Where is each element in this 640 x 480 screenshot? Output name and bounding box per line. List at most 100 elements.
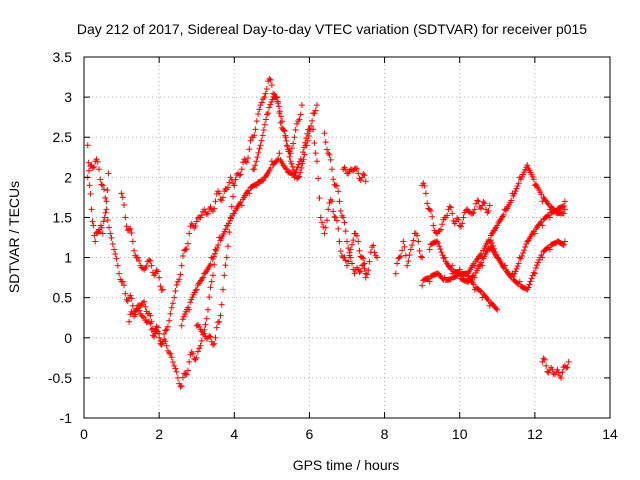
- data-point: [253, 158, 260, 165]
- data-point: [460, 214, 467, 221]
- data-point: [360, 171, 367, 178]
- data-point: [98, 224, 105, 231]
- data-point: [415, 238, 422, 245]
- data-point: [184, 240, 191, 247]
- data-point: [299, 160, 306, 167]
- data-point: [342, 166, 349, 173]
- data-point: [178, 262, 185, 269]
- data-point: [539, 222, 546, 229]
- data-point: [203, 211, 210, 218]
- data-point: [366, 258, 373, 265]
- data-point: [283, 142, 290, 149]
- data-point: [517, 255, 524, 262]
- data-point: [251, 132, 258, 139]
- data-point: [528, 275, 535, 282]
- data-point: [513, 185, 520, 192]
- data-point: [470, 209, 477, 216]
- data-point: [532, 264, 539, 271]
- data-point: [262, 90, 269, 97]
- data-point: [201, 206, 208, 213]
- data-point: [485, 208, 492, 215]
- data-point: [90, 222, 97, 229]
- data-point: [535, 259, 542, 266]
- data-point: [310, 126, 317, 133]
- data-point: [204, 306, 211, 313]
- data-point: [141, 298, 148, 305]
- data-point: [193, 354, 200, 361]
- data-point: [361, 172, 368, 179]
- data-point: [126, 226, 133, 233]
- data-point: [220, 286, 227, 293]
- data-point: [422, 190, 429, 197]
- data-point: [178, 322, 185, 329]
- data-point: [101, 214, 108, 221]
- data-point: [209, 341, 216, 348]
- data-point: [481, 200, 488, 207]
- series-sat-b: [84, 142, 112, 245]
- data-point: [177, 271, 184, 278]
- series-sat-d: [126, 75, 305, 347]
- data-point: [419, 254, 426, 261]
- data-point: [156, 330, 163, 337]
- data-point: [414, 232, 421, 239]
- data-point: [211, 340, 218, 347]
- data-point: [277, 113, 284, 120]
- data-point: [364, 271, 371, 278]
- data-point: [322, 139, 329, 146]
- data-point: [563, 364, 570, 371]
- data-point: [336, 238, 343, 245]
- data-point: [147, 312, 154, 319]
- data-point: [230, 193, 237, 200]
- data-point: [131, 247, 138, 254]
- data-point: [282, 132, 289, 139]
- data-point: [207, 284, 214, 291]
- data-point: [518, 252, 525, 259]
- data-point: [436, 227, 443, 234]
- data-point: [295, 161, 302, 168]
- x-tick-label: 6: [306, 426, 314, 442]
- data-point: [208, 278, 215, 285]
- data-point: [210, 253, 217, 260]
- data-point: [480, 198, 487, 205]
- data-point: [280, 126, 287, 133]
- data-point: [362, 274, 369, 281]
- data-point: [214, 244, 221, 251]
- data-point: [325, 206, 332, 213]
- data-point: [349, 241, 356, 248]
- y-tick-label: 3.5: [53, 49, 73, 65]
- data-point: [124, 298, 131, 305]
- data-point: [99, 182, 106, 189]
- data-point: [148, 262, 155, 269]
- data-point: [84, 142, 91, 149]
- data-point: [231, 182, 238, 189]
- data-point: [491, 245, 498, 252]
- data-point: [192, 287, 199, 294]
- data-point: [538, 252, 545, 259]
- data-point: [207, 333, 214, 340]
- y-tick-labels: -1 -0.5 0 0.5 1 1.5 2 2.5 3 3.5: [48, 49, 72, 426]
- data-point: [127, 292, 134, 299]
- data-point: [297, 111, 304, 118]
- y-tick-label: -1: [60, 410, 73, 426]
- data-point: [283, 166, 290, 173]
- data-point: [96, 229, 103, 236]
- data-point: [122, 214, 129, 221]
- data-point: [354, 232, 361, 239]
- data-point: [346, 249, 353, 256]
- data-point: [159, 338, 166, 345]
- data-point: [349, 166, 356, 173]
- data-point: [252, 162, 259, 169]
- data-point: [242, 158, 249, 165]
- data-point: [136, 307, 143, 314]
- data-point: [509, 270, 516, 277]
- data-point: [154, 324, 161, 331]
- data-point: [341, 219, 348, 226]
- data-point: [105, 170, 112, 177]
- data-point: [462, 207, 469, 214]
- data-point: [218, 197, 225, 204]
- data-point: [421, 182, 428, 189]
- data-point: [538, 191, 545, 198]
- data-point: [441, 254, 448, 261]
- data-point: [211, 261, 218, 268]
- data-point: [419, 282, 426, 289]
